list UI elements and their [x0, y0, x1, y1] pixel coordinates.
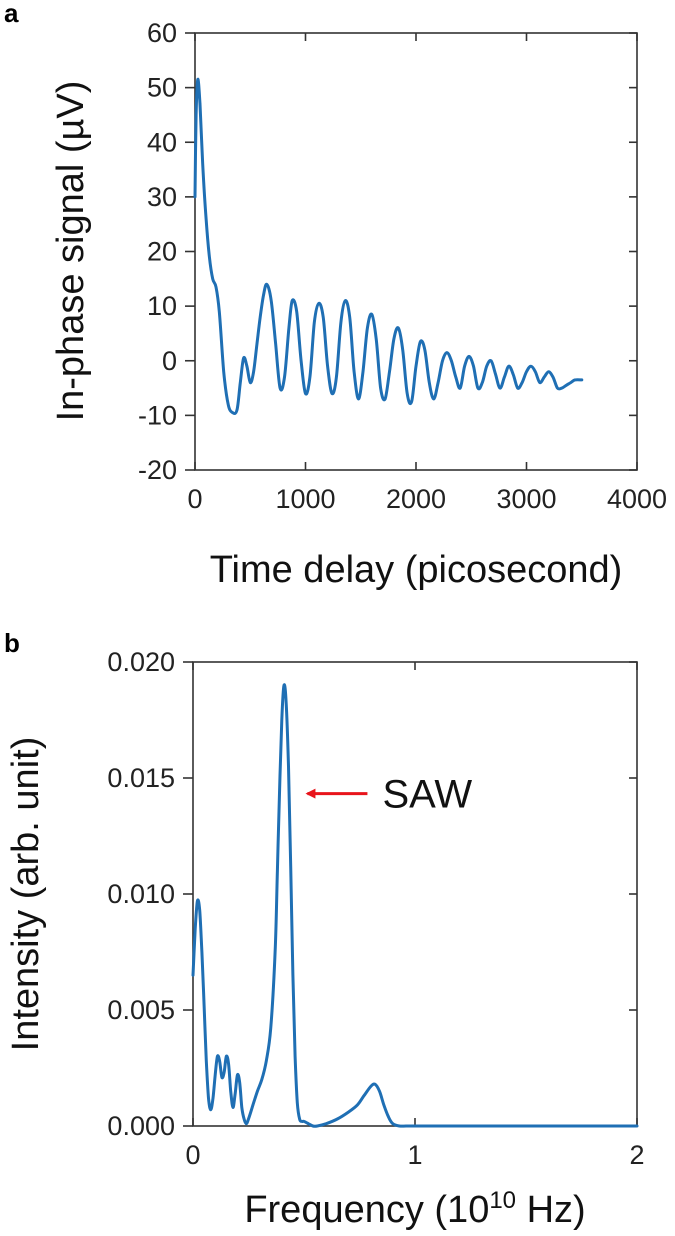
y-tick-label: 0.020 [107, 647, 175, 677]
x-tick-label: 1 [407, 1140, 422, 1170]
panel-b-chart: b 0 1 2 0.000 0.005 0.010 0.015 0.020 SAW Freq… [4, 628, 645, 1231]
y-tick-label: -20 [138, 455, 177, 485]
y-tick-label: 20 [147, 237, 177, 267]
panel-a-y-axis-title: In-phase signal (µV) [50, 81, 92, 422]
y-tick-label: 60 [147, 18, 177, 48]
y-tick-label: 40 [147, 127, 177, 157]
panel-b-y-tick-labels: 0.000 0.005 0.010 0.015 0.020 [107, 647, 175, 1141]
panel-b-spectrum-line [191, 683, 639, 1128]
panel-b-x-axis-title-suffix: Hz) [516, 1189, 586, 1231]
saw-annotation-label: SAW [382, 773, 472, 817]
y-tick-label: 0.005 [107, 995, 175, 1025]
panel-a-x-tick-labels: 0 1000 2000 3000 4000 [187, 484, 667, 514]
panel-a-label: a [4, 0, 19, 28]
y-tick-label: 0.000 [107, 1111, 175, 1141]
x-tick-label: 1000 [275, 484, 335, 514]
panel-b-ticks [183, 661, 638, 1127]
panel-a-ticks [185, 32, 638, 471]
panel-b-y-axis-title: Intensity (arb. unit) [5, 737, 47, 1052]
panel-b-plot-frame [192, 661, 638, 1127]
y-tick-label: 0 [162, 346, 177, 376]
panel-a-signal-line [193, 77, 584, 416]
x-tick-label: 2000 [386, 484, 446, 514]
x-tick-label: 4000 [607, 484, 667, 514]
panel-b-label: b [4, 628, 20, 658]
y-tick-label: 10 [147, 291, 177, 321]
panel-a-chart: a 0 1000 2000 3000 4000 -20-100102030405060 … [4, 0, 667, 591]
y-tick-label: 0.015 [107, 763, 175, 793]
y-tick-label: 30 [147, 182, 177, 212]
panel-a-plot-frame [194, 32, 638, 471]
y-tick-label: -10 [138, 400, 177, 430]
x-tick-label: 0 [187, 484, 202, 514]
y-tick-label: 0.010 [107, 879, 175, 909]
x-tick-label: 2 [629, 1140, 644, 1170]
panel-a-y-tick-labels: -20 -10 0 10 20 30 40 50 60 [138, 18, 177, 485]
panel-b-x-axis-title-main: Frequency (10 [244, 1189, 489, 1231]
panel-b-x-axis-title: Frequency (1010 Hz) [244, 1187, 585, 1231]
panel-b-x-tick-labels: 0 1 2 [185, 1140, 644, 1170]
y-tick-label: 50 [147, 73, 177, 103]
panel-a-x-axis-title: Time delay (picosecond) [210, 549, 623, 591]
x-tick-label: 3000 [496, 484, 556, 514]
x-tick-label: 0 [185, 1140, 200, 1170]
panel-b-x-axis-title-exponent: 10 [489, 1187, 516, 1214]
